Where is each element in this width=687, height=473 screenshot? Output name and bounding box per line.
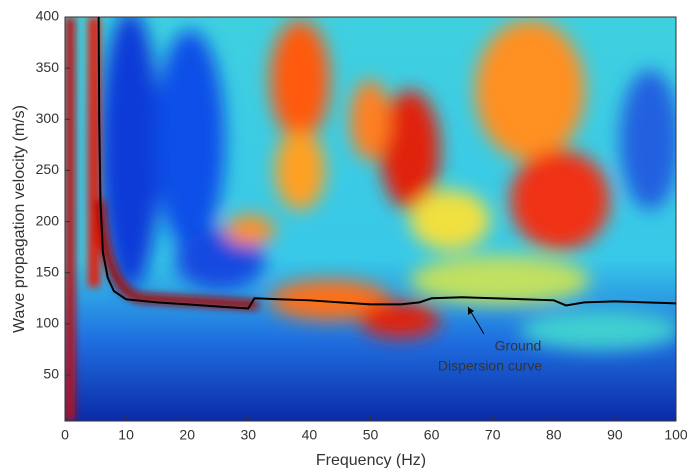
x-tick-label: 90 [607,427,623,443]
annotation: Ground [495,338,542,354]
y-tick-label: 100 [36,315,60,331]
x-axis-label: Frequency (Hz) [316,452,426,468]
y-axis-label: Wave propagation velocity (m/s) [11,105,28,333]
y-tick-label: 300 [36,110,60,126]
x-tick-label: 80 [546,427,562,443]
annotation-arrowhead [468,307,474,315]
x-tick-label: 60 [424,427,440,443]
heatmap [65,17,676,421]
dispersion-curve [97,16,677,310]
x-tick-label: 20 [179,427,195,443]
x-tick-label: 0 [61,427,69,443]
x-tick-label: 70 [485,427,501,443]
x-tick-label: 30 [241,427,257,443]
x-tick-label: 10 [118,427,134,443]
y-tick-label: 150 [36,263,60,279]
x-tick-label: 50 [363,427,379,443]
y-tick-label: 200 [36,212,60,228]
x-tick-label: 100 [664,427,687,443]
y-tick-label: 350 [36,59,60,75]
y-tick-label: 250 [36,161,60,177]
annotation: Dispersion curve [438,358,542,374]
x-tick-label: 40 [302,427,318,443]
y-tick-label: 400 [36,8,60,24]
y-tick-label: 50 [43,366,59,382]
